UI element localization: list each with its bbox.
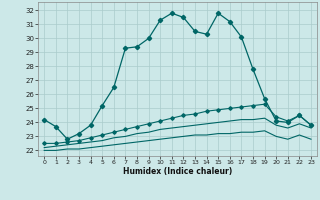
X-axis label: Humidex (Indice chaleur): Humidex (Indice chaleur) [123,167,232,176]
